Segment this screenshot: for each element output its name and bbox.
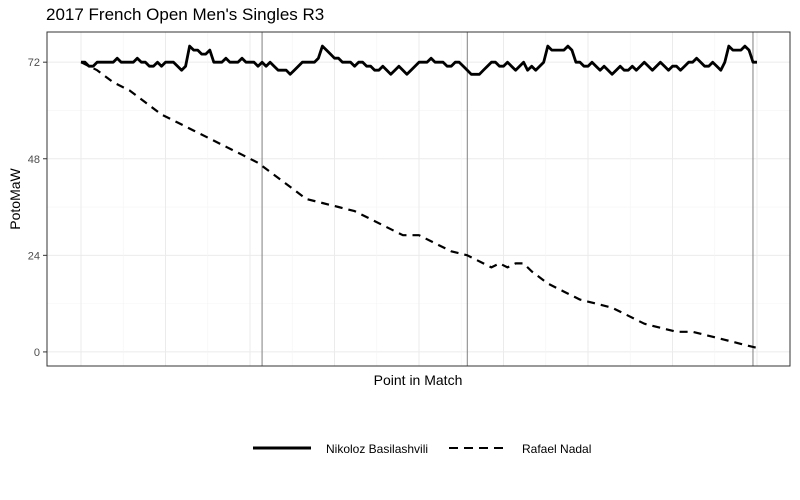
legend-label-nikoloz-basilashvili: Nikoloz Basilashvili: [326, 442, 428, 456]
series-lines: [80, 44, 758, 349]
y-tick-label: 24: [28, 250, 40, 262]
legend: Nikoloz Basilashvili Rafael Nadal: [253, 442, 591, 456]
legend-label-rafael-nadal: Rafael Nadal: [522, 442, 591, 456]
series-line-nikoloz-basilashvili: [81, 44, 757, 76]
plot-border: [46, 31, 791, 367]
x-axis-title: Point in Match: [374, 372, 463, 388]
y-tick-label: 72: [28, 57, 40, 69]
series-line-rafael-nadal: [80, 61, 758, 349]
y-tick-label: 48: [28, 154, 40, 166]
chart-title: 2017 French Open Men's Singles R3: [46, 5, 325, 24]
y-axis-ticks: 0 24 48 72: [28, 57, 47, 359]
y-tick-label: 0: [34, 347, 40, 359]
y-axis-title: PotoMaW: [7, 167, 23, 229]
set-boundaries: [261, 32, 754, 366]
